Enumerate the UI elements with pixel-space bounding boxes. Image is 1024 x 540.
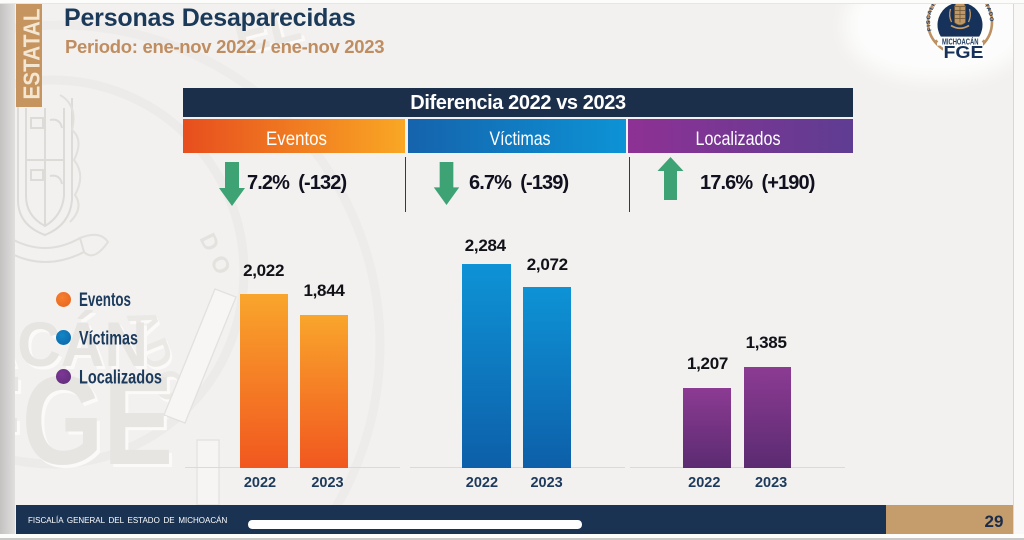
svg-text:FGE: FGE (0, 353, 176, 494)
svg-text:FGE: FGE (0, 350, 173, 491)
svg-text:Víctimas: Víctimas (79, 328, 138, 349)
svg-text:FGE: FGE (944, 42, 984, 62)
svg-text:Localizados: Localizados (696, 128, 781, 150)
svg-text:ESTATAL: ESTATAL (19, 9, 42, 100)
svg-text:Eventos: Eventos (79, 290, 131, 311)
svg-text:MICHOACÁN: MICHOACÁN (942, 36, 979, 46)
svg-text:Eventos: Eventos (266, 128, 327, 150)
svg-text:Víctimas: Víctimas (490, 128, 551, 150)
svg-text:HOACÁN: HOACÁN (0, 313, 151, 383)
svg-text:Localizados: Localizados (79, 367, 162, 388)
svg-text:HOACÁN: HOACÁN (0, 310, 148, 380)
